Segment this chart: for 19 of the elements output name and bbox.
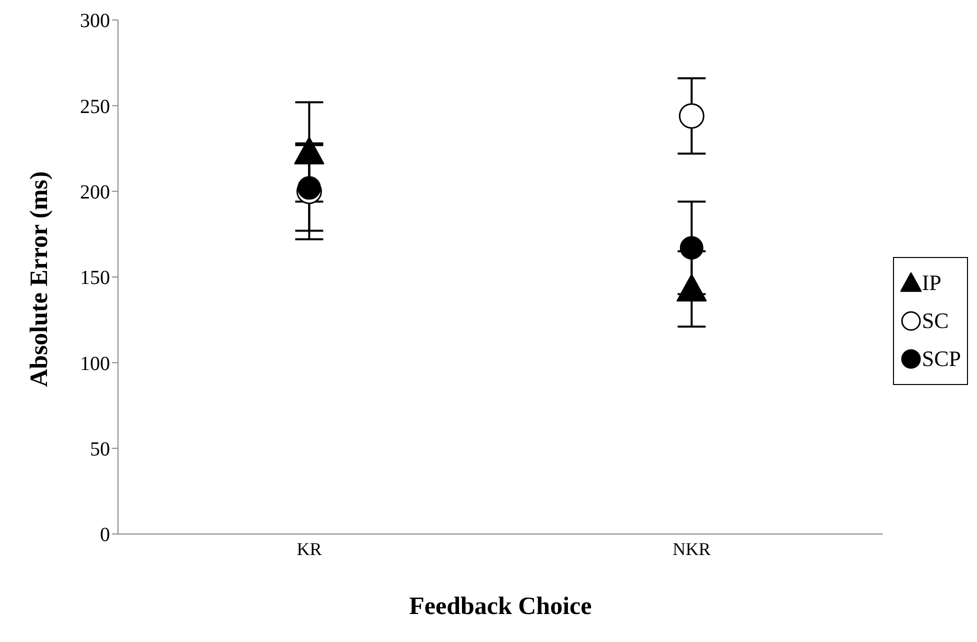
- y-tick-label: 100: [80, 352, 110, 375]
- point: [297, 176, 321, 200]
- x-axis-title: Feedback Choice: [409, 593, 592, 620]
- legend-label: IP: [922, 270, 942, 296]
- y-tick-label: 200: [80, 181, 110, 204]
- y-tick-label: 300: [80, 10, 110, 32]
- legend-label: SC: [922, 308, 949, 334]
- y-axis-title: Absolute Error (ms): [26, 171, 53, 387]
- x-tick-label: KR: [296, 538, 322, 559]
- legend-label: SCP: [922, 346, 961, 372]
- point: [294, 136, 324, 164]
- point: [678, 103, 704, 129]
- y-tick-label: 150: [80, 267, 110, 290]
- y-tick-label: 0: [100, 524, 110, 546]
- x-tick-label: NKR: [672, 538, 711, 559]
- point: [676, 274, 707, 302]
- y-tick-label: 50: [90, 438, 110, 460]
- y-tick-label: 250: [80, 96, 110, 118]
- point: [680, 236, 704, 260]
